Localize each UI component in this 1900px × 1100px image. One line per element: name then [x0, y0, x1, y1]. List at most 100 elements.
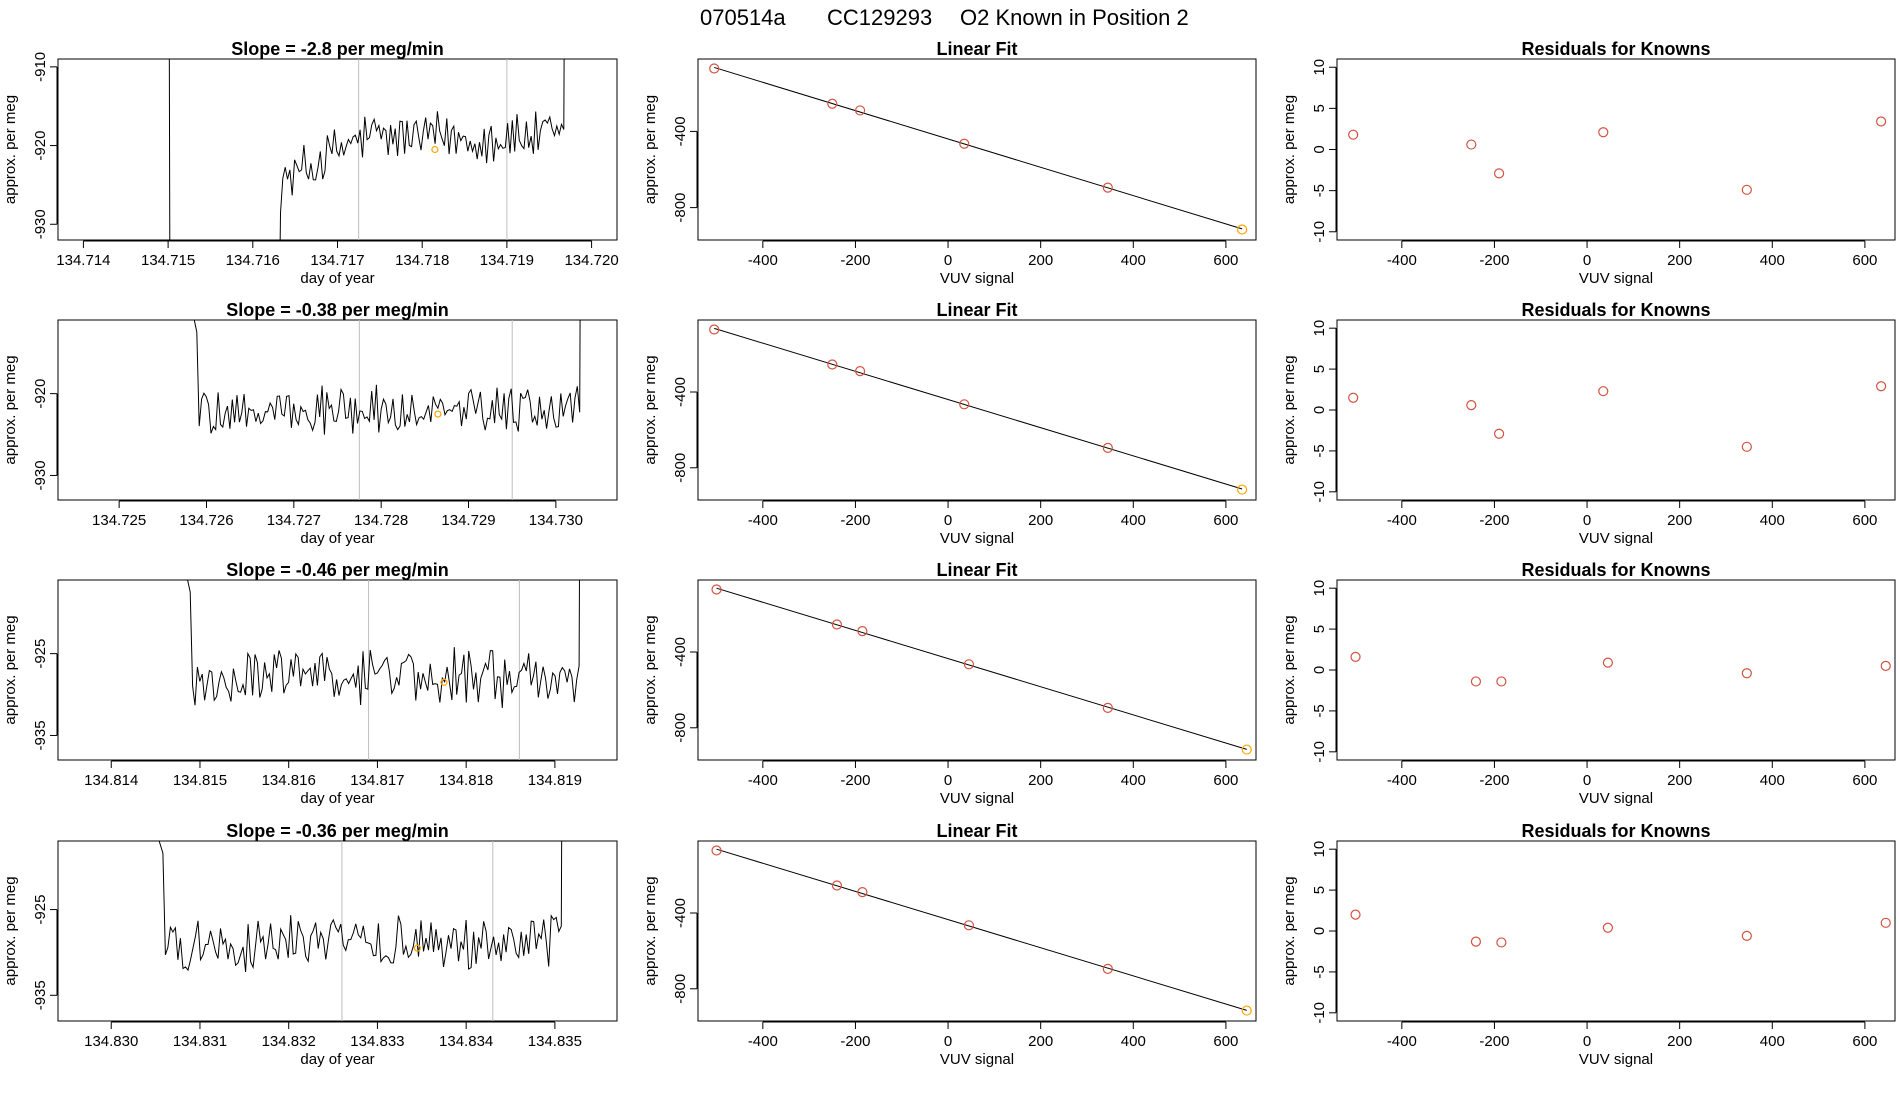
y-tick-label: -5	[1311, 965, 1328, 978]
x-tick-label: 134.729	[441, 512, 495, 529]
data-point	[711, 584, 722, 595]
x-tick-label: -400	[1387, 252, 1417, 269]
series-line	[168, 59, 565, 240]
x-tick-label: 400	[1760, 512, 1785, 529]
y-tick-label: 5	[1311, 365, 1328, 373]
x-tick-label: -400	[748, 252, 778, 269]
timeseries-panel-4: Slope = -0.36 per meg/min 134.830 134.831 1…	[2, 821, 618, 1068]
x-tick-label: 134.834	[439, 1033, 493, 1050]
panel-title: Slope = -0.36 per meg/min	[226, 821, 449, 841]
x-tick-label: 134.715	[141, 252, 195, 269]
plot-area	[711, 845, 1252, 1016]
data-point	[1348, 392, 1359, 403]
data-point	[1102, 442, 1113, 453]
data-point	[1741, 184, 1752, 195]
y-tick-label: 0	[1311, 927, 1328, 935]
x-tick-label: 134.817	[350, 772, 404, 789]
x-axis-label: VUV signal	[940, 1051, 1014, 1068]
y-axis-label: approx. per meg	[1281, 95, 1298, 204]
y-tick-label: -935	[32, 980, 49, 1010]
x-tick-label: 600	[1852, 512, 1877, 529]
x-tick-label: -200	[1479, 512, 1509, 529]
plot-frame	[1336, 319, 1896, 501]
timeseries-panel-1: Slope = -2.8 per meg/min 134.714 134.715 13…	[2, 39, 619, 287]
x-tick-label: 600	[1213, 252, 1238, 269]
y-tick-label: -935	[32, 720, 49, 750]
x-tick-label: 0	[1583, 772, 1591, 789]
data-point	[1496, 676, 1507, 687]
y-tick-label: 10	[1311, 580, 1328, 597]
residuals-panel-2: Residuals for Knowns -400 -200 0 200 400 600 VU…	[1281, 300, 1896, 547]
data-point	[1493, 168, 1505, 179]
y-tick-label: 10	[1311, 841, 1328, 858]
x-tick-label: 200	[1028, 772, 1053, 789]
data-point	[827, 98, 838, 109]
data-point	[963, 659, 974, 670]
panel-title: Slope = -0.46 per meg/min	[226, 560, 449, 580]
x-tick-label: 400	[1121, 1033, 1146, 1050]
x-tick-label: -200	[840, 252, 870, 269]
data-point	[1741, 441, 1752, 452]
x-tick-label: 134.717	[310, 252, 364, 269]
x-tick-label: 600	[1213, 512, 1238, 529]
x-tick-label: 400	[1121, 512, 1146, 529]
data-point	[959, 138, 970, 149]
plot-frame	[57, 579, 618, 761]
x-tick-label: 134.730	[529, 512, 583, 529]
x-tick-label: 400	[1760, 772, 1785, 789]
y-tick-label: -800	[672, 974, 689, 1004]
plot-frame	[697, 579, 1257, 761]
plot-area	[709, 63, 1248, 235]
y-axis-label: approx. per meg	[1281, 876, 1298, 985]
plot-area	[1350, 909, 1891, 948]
linear-fit-panel-4: Linear Fit -400 -200 0 200 400 600 VUV signal -4…	[642, 821, 1257, 1068]
x-axis-label: VUV signal	[1579, 790, 1653, 807]
y-tick-label: 10	[1311, 59, 1328, 76]
figure-title: 070514a CC129293 O2 Known in Position 2	[700, 5, 1189, 30]
plot-frame	[697, 319, 1257, 501]
data-point	[1470, 936, 1482, 947]
x-tick-label: -400	[748, 772, 778, 789]
data-point	[854, 366, 866, 377]
plot-frame	[697, 840, 1257, 1022]
x-tick-label: 134.716	[226, 252, 280, 269]
data-point	[1237, 484, 1248, 495]
x-tick-label: 134.814	[84, 772, 138, 789]
data-point	[1602, 657, 1613, 668]
x-tick-label: -400	[1387, 772, 1417, 789]
data-point	[1602, 922, 1613, 933]
data-point	[1348, 129, 1359, 140]
x-tick-label: 0	[944, 772, 952, 789]
x-tick-label: -200	[1479, 772, 1509, 789]
linear-fit-panel-2: Linear Fit -400 -200 0 200 400 600 VUV signal -4…	[642, 300, 1257, 547]
x-axis-label: VUV signal	[940, 530, 1014, 547]
x-axis-label: VUV signal	[1579, 1051, 1653, 1068]
y-axis-label: approx. per meg	[1281, 355, 1298, 464]
x-tick-label: 134.725	[92, 512, 146, 529]
y-tick-label: -400	[672, 898, 689, 928]
data-point	[1237, 224, 1248, 235]
x-tick-label: 134.832	[262, 1033, 316, 1050]
data-point	[709, 324, 720, 335]
y-tick-label: -910	[32, 52, 49, 82]
fit-line	[716, 587, 1247, 750]
x-tick-label: 0	[1583, 1033, 1591, 1050]
x-tick-label: 200	[1028, 252, 1053, 269]
panel-grid: Slope = -2.8 per meg/min 134.714 134.715 13…	[2, 39, 1896, 1068]
x-tick-label: 600	[1852, 772, 1877, 789]
x-tick-label: 0	[1583, 252, 1591, 269]
plot-area	[1350, 651, 1891, 687]
x-tick-label: 400	[1121, 252, 1146, 269]
x-tick-label: 200	[1028, 512, 1053, 529]
plot-area	[158, 841, 563, 1021]
panel-title: Slope = -0.38 per meg/min	[226, 300, 449, 320]
residuals-panel-1: Residuals for Knowns -400 -200 0 200 400 600 VU…	[1281, 39, 1896, 287]
panel-title: Linear Fit	[936, 300, 1017, 320]
x-tick-label: 134.816	[262, 772, 316, 789]
y-tick-label: -10	[1311, 741, 1328, 763]
x-tick-label: -200	[1479, 252, 1509, 269]
x-tick-label: 134.714	[56, 252, 110, 269]
residuals-panel-3: Residuals for Knowns -400 -200 0 200 400 600 VU…	[1281, 560, 1896, 807]
data-point	[1598, 386, 1609, 397]
panel-title: Residuals for Knowns	[1521, 39, 1710, 59]
